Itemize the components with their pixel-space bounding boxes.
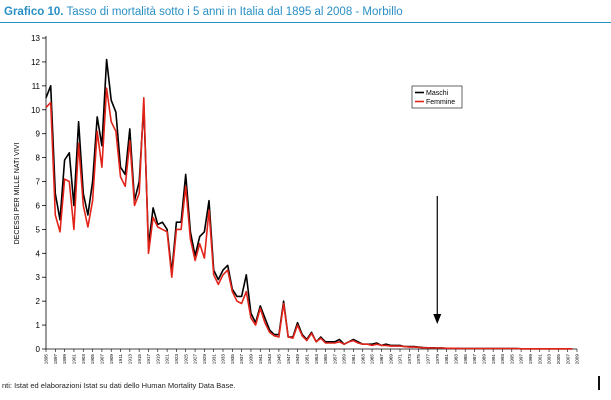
- title-divider: [0, 22, 611, 23]
- chart-title: Grafico 10. Tasso di mortalità sotto i 5…: [4, 6, 403, 18]
- x-tick-label: 1919: [155, 354, 160, 365]
- x-tick-label: 1907: [99, 354, 104, 365]
- x-tick-label: 1955: [323, 354, 328, 365]
- x-tick-label: 1913: [127, 354, 132, 365]
- x-tick-label: 1915: [137, 354, 142, 365]
- x-tick-label: 2005: [556, 354, 561, 365]
- x-tick-label: 2001: [537, 354, 542, 365]
- legend-label: Maschi: [426, 90, 449, 97]
- x-tick-label: 1917: [146, 354, 151, 365]
- x-tick-label: 1941: [258, 354, 263, 365]
- x-tick-label: 1965: [370, 354, 375, 365]
- x-tick-label: 1937: [239, 354, 244, 365]
- x-tick-label: 1923: [174, 354, 179, 365]
- x-tick-label: 1983: [453, 354, 458, 365]
- y-tick-label: 2: [36, 297, 41, 306]
- legend-label: Femmine: [426, 99, 455, 106]
- chart-title-text: Tasso di mortalità sotto i 5 anni in Ita…: [66, 6, 403, 18]
- arrow-head: [433, 314, 442, 324]
- x-tick-label: 1961: [351, 354, 356, 365]
- legend-box: [411, 85, 463, 109]
- y-tick-label: 7: [36, 178, 41, 187]
- edge-bar: [598, 376, 600, 390]
- x-tick-label: 1931: [211, 354, 216, 365]
- x-tick-label: 1999: [528, 354, 533, 365]
- x-tick-label: 1925: [183, 354, 188, 365]
- x-tick-label: 1933: [221, 354, 226, 365]
- x-tick-label: 1995: [509, 354, 514, 365]
- x-tick-label: 1943: [267, 354, 272, 365]
- y-tick-label: 10: [31, 106, 40, 115]
- chart-title-label: Grafico 10.: [4, 6, 64, 18]
- y-tick-label: 0: [36, 345, 41, 354]
- y-tick-label: 4: [36, 249, 41, 258]
- x-tick-label: 1935: [230, 354, 235, 365]
- x-tick-label: 1989: [481, 354, 486, 365]
- x-tick-label: 1963: [360, 354, 365, 365]
- x-tick-label: 1953: [314, 354, 319, 365]
- y-axis-label: DECESSI PER MILLE NATI VIVI: [14, 143, 21, 245]
- x-tick-label: 1959: [342, 354, 347, 365]
- y-tick-label: 6: [36, 201, 41, 210]
- y-tick-label: 12: [31, 58, 40, 67]
- x-tick-label: 1911: [118, 354, 123, 364]
- x-tick-label: 1899: [62, 354, 67, 365]
- y-tick-label: 3: [36, 273, 41, 282]
- x-tick-label: 1897: [53, 354, 58, 365]
- y-tick-label: 11: [32, 82, 41, 91]
- series-line-femmine: [45, 87, 573, 350]
- x-tick-label: 1993: [500, 354, 505, 365]
- x-tick-label: 2009: [575, 354, 580, 365]
- x-tick-label: 1909: [109, 354, 114, 365]
- x-tick-label: 1945: [276, 354, 281, 365]
- source-note: nti: Istat ed elaborazioni Istat su dati…: [2, 381, 236, 390]
- x-tick-label: 1957: [332, 354, 337, 365]
- x-tick-label: 1939: [249, 354, 254, 365]
- x-tick-label: 1903: [81, 354, 86, 365]
- x-tick-label: 1971: [398, 354, 403, 365]
- x-tick-label: 1895: [44, 354, 49, 365]
- x-tick-label: 1981: [444, 354, 449, 365]
- x-tick-label: 1929: [202, 354, 207, 365]
- x-tick-label: 1921: [165, 354, 170, 365]
- x-tick-label: 1905: [90, 354, 95, 365]
- y-tick-label: 5: [36, 225, 41, 234]
- series-line-maschi: [45, 58, 573, 350]
- x-tick-label: 1977: [426, 354, 431, 365]
- x-tick-label: 1927: [193, 354, 198, 365]
- y-tick-label: 8: [36, 154, 41, 163]
- x-tick-label: 1947: [286, 354, 291, 365]
- x-tick-label: 1967: [379, 354, 384, 365]
- x-tick-label: 1951: [304, 354, 309, 365]
- y-tick-label: 9: [36, 130, 41, 139]
- y-tick-label: 1: [36, 321, 41, 330]
- x-tick-label: 1901: [72, 354, 77, 365]
- x-tick-label: 1973: [407, 354, 412, 365]
- x-tick-label: 1985: [463, 354, 468, 365]
- x-tick-label: 1949: [295, 354, 300, 365]
- x-tick-label: 2003: [547, 354, 552, 365]
- x-tick-label: 2007: [565, 354, 570, 365]
- x-tick-label: 1997: [519, 354, 524, 365]
- x-tick-label: 1969: [388, 354, 393, 365]
- x-tick-label: 1987: [472, 354, 477, 365]
- y-tick-label: 13: [31, 34, 40, 43]
- x-tick-label: 1991: [491, 354, 496, 365]
- x-tick-label: 1979: [435, 354, 440, 365]
- x-tick-label: 1975: [416, 354, 421, 365]
